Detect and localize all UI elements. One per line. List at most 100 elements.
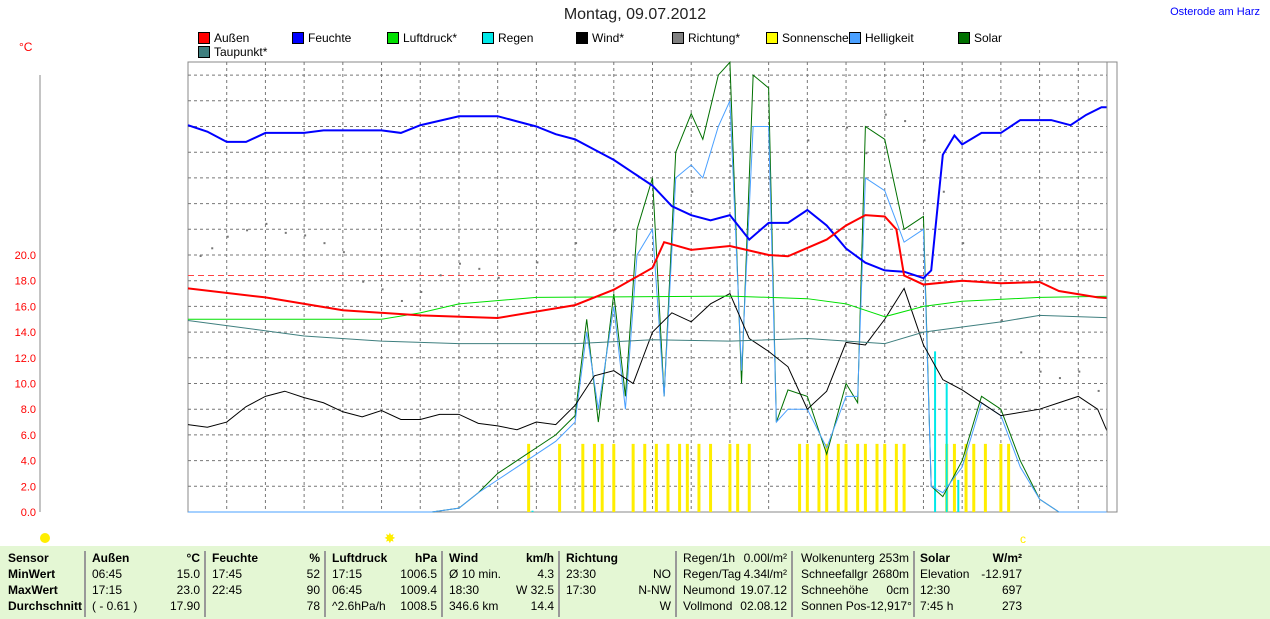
- direction-point: [1020, 351, 1023, 354]
- stats-cell: 697: [1001, 583, 1022, 597]
- stats-cell: 17:15: [92, 583, 123, 597]
- stats-cell: 17:45: [212, 567, 243, 581]
- stats-cell: 19.07.12: [740, 583, 787, 597]
- y-tick-label: 14.0: [15, 327, 36, 339]
- y-tick-label: 4.0: [21, 456, 36, 468]
- legend-item: Luftdruck*: [387, 31, 457, 45]
- stats-row: Durchschnitt: [2, 599, 84, 615]
- stats-cell: 273: [1001, 599, 1022, 613]
- stats-row: 18:30 W 32.5: [443, 583, 558, 599]
- direction-point: [284, 231, 287, 234]
- stats-cell: 2680m: [872, 567, 909, 581]
- sunrise-icon: [40, 533, 50, 543]
- direction-point: [846, 126, 849, 129]
- direction-point: [199, 255, 202, 257]
- legend-item: Regen: [482, 31, 533, 45]
- y-tick-label: 2.0: [21, 481, 36, 493]
- y-axis-unit: °C: [19, 40, 33, 54]
- series-line-taupunkt: [187, 314, 1118, 345]
- legend-label: Außen: [214, 31, 250, 45]
- direction-point: [439, 274, 442, 277]
- stats-cell: W 32.5: [515, 583, 554, 597]
- direction-point: [458, 262, 461, 265]
- stats-cell: 1008.5: [400, 599, 437, 613]
- stats-cell: NO: [653, 567, 671, 581]
- stats-row: 78: [206, 599, 324, 615]
- stats-cell: Schneehöhe: [801, 583, 869, 597]
- stats-row: 17:45 52: [206, 567, 324, 583]
- stats-cell: Schneefallgr: [801, 567, 868, 581]
- y-tick-label: 18.0: [15, 276, 36, 288]
- stats-row: Richtung: [560, 551, 675, 567]
- legend-item: Taupunkt*: [198, 45, 267, 59]
- stats-column: Wolkenunterg 253m Schneefallgr 2680m Schneeh…: [795, 551, 915, 617]
- stats-cell: 7:45 h: [920, 599, 954, 613]
- series-line-auen: [187, 214, 1118, 319]
- stats-column: Wind km/h Ø 10 min. 4.3 18:30 W 32.5 346.6 km 1…: [443, 551, 560, 617]
- legend-swatch: [849, 32, 861, 44]
- stats-cell: 90: [306, 583, 320, 597]
- stats-cell: Regen/Tag: [683, 567, 742, 581]
- legend-item: Richtung*: [672, 31, 740, 45]
- stats-cell: MinWert: [8, 567, 56, 581]
- legend-label: Helligkeit: [865, 31, 914, 45]
- stats-cell: 52: [306, 567, 320, 581]
- stats-column: Luftdruck hPa 17:15 1006.5 06:45 1009.4 ^2.6hP…: [326, 551, 443, 617]
- stats-row: 17:15 23.0: [86, 583, 204, 599]
- stats-cell: 23:30: [566, 567, 597, 581]
- stats-cell: ( - 0.61 ): [92, 599, 138, 613]
- stats-cell: W: [659, 599, 671, 613]
- y-tick-label: 8.0: [21, 404, 36, 416]
- y-tick-label: 20.0: [15, 250, 36, 262]
- stats-row: 23:30 NO: [560, 567, 675, 583]
- stats-row: ^2.6hPa/h 1008.5: [326, 599, 441, 615]
- stats-column: Richtung 23:30 NO 17:30 N-NW W: [560, 551, 677, 617]
- stats-row: 06:45 1009.4: [326, 583, 441, 599]
- legend-label: Sonnenschein: [782, 31, 859, 45]
- stats-cell: 12:30: [920, 583, 951, 597]
- stats-cell: 02.08.12: [740, 599, 787, 613]
- stats-row: Regen/1h 0.00l/m²: [677, 551, 791, 567]
- weather-chart: 0.0 2.0 4.0 6.0 8.0 10.0 12.0 14.0 16.0 18.0 20.0 ✸…: [15, 61, 1118, 546]
- legend-item: Solar: [958, 31, 1002, 45]
- stats-cell: 0cm: [886, 583, 909, 597]
- stats-row: Ø 10 min. 4.3: [443, 567, 558, 583]
- stats-cell: -12,917°: [866, 599, 912, 613]
- stats-cell: 0.00l/m²: [743, 551, 787, 565]
- location-link[interactable]: Osterode am Harz: [1170, 6, 1260, 18]
- stats-row: ( - 0.61 ) 17.90: [86, 599, 204, 615]
- stats-row: Neumond 19.07.12: [677, 583, 791, 599]
- direction-point: [865, 152, 868, 155]
- stats-cell: 253m: [878, 551, 909, 565]
- y-tick-label: 0.0: [21, 507, 36, 519]
- direction-point: [807, 139, 810, 142]
- stats-cell: 346.6 km: [449, 599, 499, 613]
- stats-row: Sonnen Pos -12,917°: [795, 599, 913, 615]
- stats-row: Schneehöhe 0cm: [795, 583, 913, 599]
- legend-label: Richtung*: [688, 31, 741, 45]
- direction-point: [211, 247, 214, 250]
- stats-cell: 78: [306, 599, 320, 613]
- stats-table: Sensor MinWert MaxWert Durchschnitt Außen °C 0…: [0, 546, 1270, 619]
- direction-point: [962, 242, 965, 245]
- legend-swatch: [766, 32, 778, 44]
- legend-label: Wind*: [592, 31, 625, 45]
- stats-row: 22:45 90: [206, 583, 324, 599]
- legend-swatch: [958, 32, 970, 44]
- legend-swatch: [387, 32, 399, 44]
- stats-cell: Luftdruck: [332, 551, 388, 565]
- direction-point: [497, 276, 500, 279]
- stats-column: Sensor MinWert MaxWert Durchschnitt: [2, 551, 86, 617]
- stats-cell: Sonnen Pos: [801, 599, 867, 613]
- stats-row: Wolkenunterg 253m: [795, 551, 913, 567]
- stats-cell: 06:45: [92, 567, 123, 581]
- series-line-feuchte: [187, 106, 1117, 280]
- stats-column: Außen °C 06:45 15.0 17:15 23.0 ( - 0.61 ) 17.90: [86, 551, 206, 617]
- stats-cell: hPa: [414, 551, 437, 565]
- direction-point: [1097, 389, 1100, 392]
- stats-row: Schneefallgr 2680m: [795, 567, 913, 583]
- stats-cell: 18:30: [449, 583, 480, 597]
- direction-point: [420, 290, 423, 293]
- stats-column: Feuchte% 17:45 52 22:45 90 78: [206, 551, 326, 617]
- stats-cell: 06:45: [332, 583, 363, 597]
